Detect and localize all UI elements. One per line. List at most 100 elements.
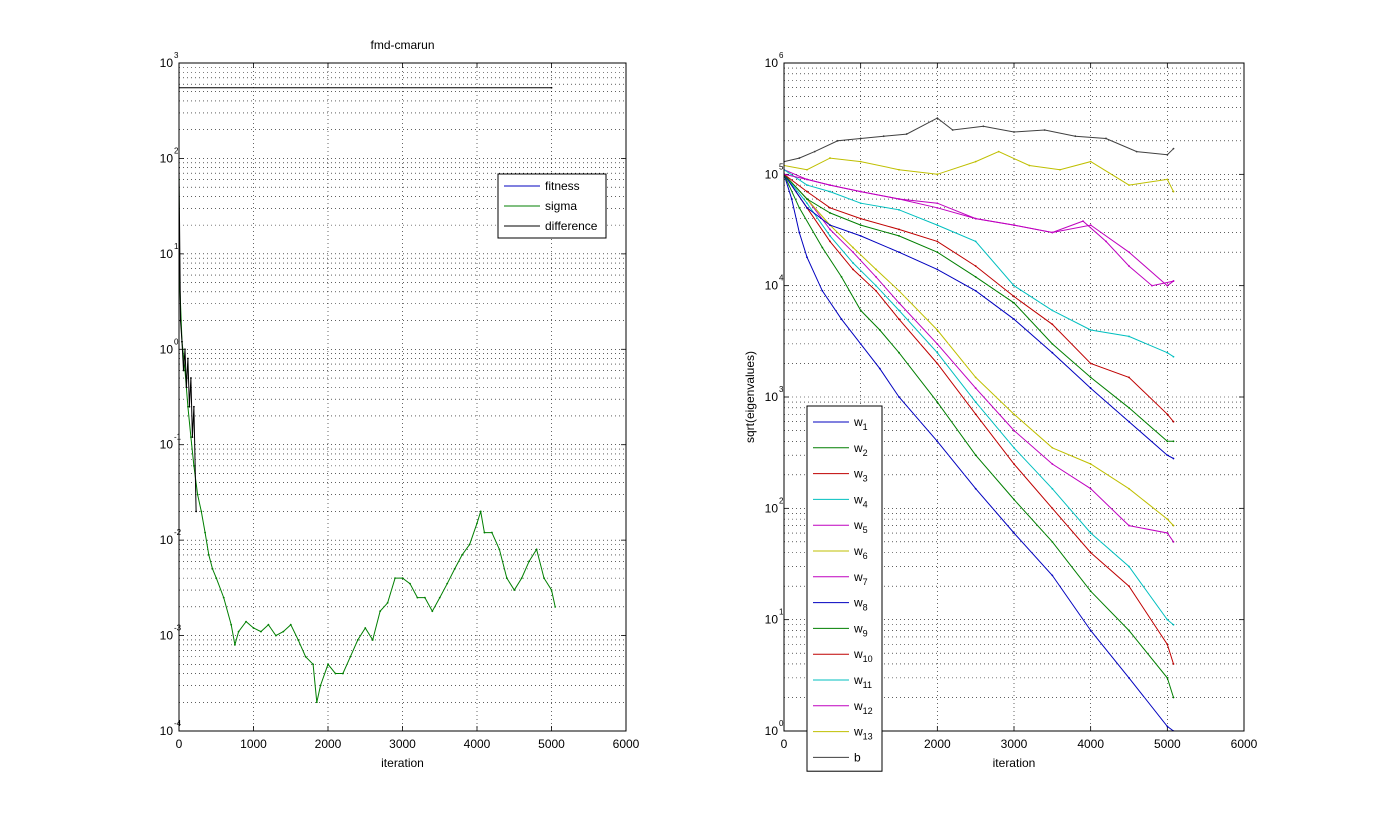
y-tick-label: 10	[160, 151, 174, 165]
x-tick-label: 0	[176, 737, 183, 751]
data-point-w4	[1051, 487, 1054, 490]
data-point-sigma	[319, 684, 322, 687]
data-point-w5	[1128, 524, 1130, 527]
data-point-w12	[936, 206, 939, 209]
data-point-w4	[852, 262, 854, 264]
legend-label-subscript: 2	[863, 448, 868, 458]
data-point-w3	[829, 240, 831, 243]
legend-label-subscript: 5	[863, 525, 868, 535]
data-point-sigma	[282, 630, 285, 633]
legend-label-subscript: 8	[863, 603, 868, 613]
data-point-difference	[187, 357, 189, 360]
data-point-w8	[898, 251, 900, 254]
data-point-sigma	[315, 701, 318, 704]
data-point-w1	[1089, 629, 1092, 632]
data-point-sigma	[237, 630, 240, 633]
data-point-w10	[936, 240, 939, 243]
data-point-w5	[898, 302, 900, 304]
data-point-w6	[1051, 446, 1054, 449]
y-tick-label: 10	[765, 724, 779, 738]
data-point-sigma	[252, 627, 255, 629]
data-point-sigma	[401, 577, 404, 580]
data-point-b	[1172, 147, 1175, 150]
data-point-w4	[974, 401, 977, 403]
legend-label-subscript: 4	[863, 499, 868, 509]
data-point-w3	[1128, 585, 1130, 588]
legend-label-subscript: 11	[863, 680, 872, 690]
legend-label-subscript: 12	[863, 706, 873, 716]
legend-label-subscript: 6	[863, 551, 868, 561]
legend-label-subscript: 13	[863, 732, 873, 742]
data-point-sigma	[215, 577, 218, 580]
data-point-sigma	[187, 405, 189, 408]
data-point-b	[982, 125, 985, 128]
data-point-difference	[191, 436, 194, 439]
data-point-difference	[179, 319, 182, 322]
data-point-w2	[1051, 540, 1054, 543]
data-point-w5	[936, 342, 939, 345]
data-point-w13	[1128, 184, 1130, 187]
y-tick-exponent: 1	[174, 242, 179, 251]
data-point-sigma	[334, 672, 337, 675]
legend-label-subscript: 9	[863, 628, 868, 638]
data-point-w6	[1128, 487, 1130, 490]
data-point-sigma	[423, 596, 426, 599]
data-point-w6	[875, 268, 877, 271]
y-tick-exponent: 2	[174, 146, 179, 155]
data-point-w6	[1089, 463, 1092, 465]
y-tick-exponent: 3	[779, 385, 784, 394]
data-point-b	[798, 157, 801, 159]
y-tick-label: 10	[160, 438, 174, 452]
data-point-difference	[181, 340, 183, 343]
data-point-w10	[1051, 323, 1054, 326]
data-point-w8	[1089, 387, 1092, 390]
data-point-sigma	[312, 663, 314, 666]
data-point-w12	[898, 198, 900, 200]
legend-box	[806, 405, 883, 772]
legend-label: fitness	[545, 179, 580, 193]
series-line-w5	[784, 173, 1174, 543]
data-point-w8	[1166, 454, 1169, 457]
data-point-w4	[936, 351, 939, 354]
data-point-sigma	[289, 623, 292, 626]
data-point-b	[1074, 135, 1077, 138]
y-tick-label: 10	[160, 342, 174, 356]
legend-label-subscript: 3	[863, 474, 868, 484]
data-point-w2	[840, 275, 843, 278]
x-tick-label: 5000	[538, 737, 565, 751]
data-point-w2	[859, 309, 862, 312]
data-point-w5	[1013, 429, 1015, 432]
data-point-w10	[1166, 413, 1169, 416]
legend-label: difference	[545, 219, 598, 233]
data-point-w11	[859, 202, 862, 205]
data-point-sigma	[204, 531, 206, 534]
chart-2: 0100020003000400050006000100101102103104…	[743, 51, 1258, 772]
data-point-w1	[898, 396, 900, 398]
data-point-w8	[1051, 351, 1054, 354]
data-point-w13	[1089, 160, 1092, 163]
data-point-w10	[898, 228, 900, 231]
data-point-b	[813, 150, 816, 153]
x-tick-label: 5000	[1154, 737, 1181, 751]
data-point-w5	[852, 251, 854, 254]
data-point-w4	[1128, 565, 1130, 568]
y-tick-exponent: 3	[174, 51, 179, 60]
data-point-sigma	[356, 639, 359, 641]
data-point-w5	[1051, 463, 1054, 465]
data-point-w10	[806, 190, 808, 193]
data-point-difference	[190, 377, 192, 379]
y-tick-exponent: 1	[779, 608, 784, 617]
data-point-w10	[1172, 420, 1175, 423]
data-point-w13	[829, 157, 831, 159]
data-point-w13	[898, 168, 900, 171]
legend-label-subscript: 1	[863, 422, 868, 432]
data-point-sigma	[386, 601, 389, 604]
data-point-w13	[936, 173, 939, 176]
data-point-sigma	[479, 510, 482, 513]
legend-label-subscript: 7	[863, 577, 868, 587]
y-tick-label: 10	[765, 167, 779, 181]
data-point-w2	[1172, 696, 1175, 699]
data-point-w2	[821, 246, 824, 249]
data-point-sigma	[245, 620, 247, 623]
data-point-difference	[188, 405, 191, 408]
